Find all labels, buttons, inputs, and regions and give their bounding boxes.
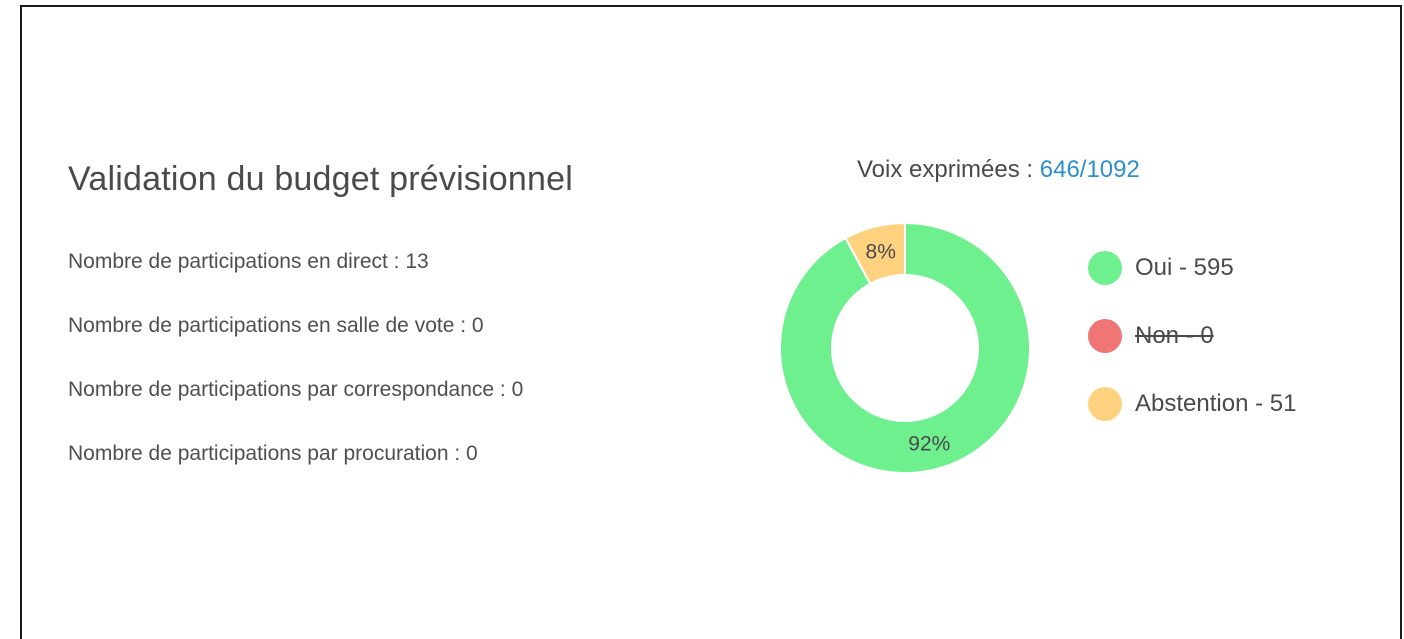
legend-label-abstention: Abstention - 51 xyxy=(1135,390,1297,417)
stat-correspondance: Nombre de participations par corresponda… xyxy=(68,378,524,401)
chart-card xyxy=(20,5,1402,639)
legend-label-oui: Oui - 595 xyxy=(1135,254,1234,281)
votes-label: Voix exprimées : xyxy=(857,156,1040,183)
donut-slice-oui[interactable] xyxy=(779,221,1031,474)
legend-item-oui[interactable]: Oui - 595 xyxy=(1088,248,1234,288)
votes-count: 646/1092 xyxy=(1039,156,1140,183)
legend-swatch-oui xyxy=(1088,251,1122,285)
stat-procuration: Nombre de participations par procuration… xyxy=(68,442,478,465)
votes-summary: Voix exprimées : 646/1092 xyxy=(857,156,1140,184)
legend-item-non[interactable]: Non - 0 xyxy=(1088,316,1214,356)
legend-label-non: Non - 0 xyxy=(1135,322,1214,349)
legend-swatch-non xyxy=(1088,319,1122,353)
legend-item-abstention[interactable]: Abstention - 51 xyxy=(1088,384,1296,424)
donut-label-oui: 92% xyxy=(908,432,950,455)
stat-direct: Nombre de participations en direct : 13 xyxy=(68,250,429,273)
page-title: Validation du budget prévisionnel xyxy=(68,160,573,198)
donut-chart: 92% 8% xyxy=(779,221,1031,474)
legend-swatch-abstention xyxy=(1088,387,1122,421)
donut-slice-abstention[interactable] xyxy=(844,221,906,286)
donut-label-abstention: 8% xyxy=(866,241,896,264)
stat-salle-de-vote: Nombre de participations en salle de vot… xyxy=(68,314,484,337)
